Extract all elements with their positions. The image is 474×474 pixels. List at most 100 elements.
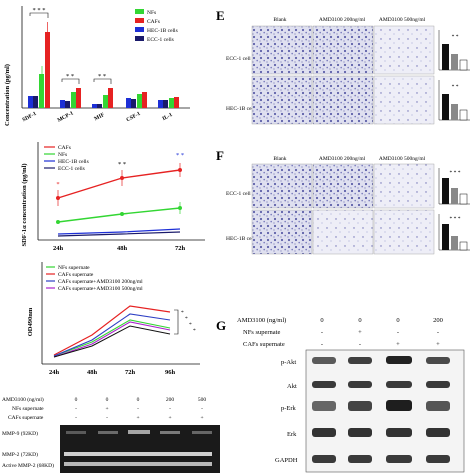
significance-label: * * xyxy=(118,161,126,168)
panel-g-value: 0 xyxy=(396,317,399,324)
micrograph xyxy=(312,25,374,75)
series-line-nfs xyxy=(57,207,181,223)
bar xyxy=(103,95,108,108)
legend-label-ecc: ECC-1 cells xyxy=(147,37,174,43)
category-label: MIF xyxy=(93,112,106,123)
panel-c-ylabel: OD490nm xyxy=(27,307,34,336)
panel-d-value: 200 xyxy=(166,397,175,403)
panel-e: E Blank AMD3100 200ng/ml AMD3100 500ng/m… xyxy=(216,8,470,125)
significance-label: * * xyxy=(452,34,459,40)
blot-band xyxy=(426,455,450,463)
series-line xyxy=(53,325,171,358)
significance-bracket xyxy=(174,309,179,335)
panel-g-value: - xyxy=(437,329,439,336)
band-label: GAPDH xyxy=(275,457,298,464)
bar xyxy=(442,178,449,204)
bar xyxy=(137,94,142,108)
significance-label: * * xyxy=(66,73,74,80)
gel-band xyxy=(160,431,180,434)
panel-g-value: - xyxy=(321,341,323,348)
significance-label: * xyxy=(189,322,192,328)
bar xyxy=(39,74,44,108)
panel-g-value: 200 xyxy=(433,317,443,324)
legend-swatch-nfs xyxy=(135,9,144,14)
legend-label-cafs: CAFs xyxy=(147,19,160,25)
bar xyxy=(442,224,449,250)
series-line-ecc xyxy=(57,231,181,237)
gel-band xyxy=(64,462,212,466)
blot-band xyxy=(426,381,450,388)
significance-label: * * xyxy=(176,152,184,159)
significance-label: * * xyxy=(98,73,106,80)
panel-c: OD490nm NFs supernate CAFs supernate CAF… xyxy=(27,262,200,376)
legend-swatch-hec xyxy=(135,27,144,32)
panel-a-ylabel: Concentration (pg/ml) xyxy=(4,64,11,126)
bar xyxy=(65,101,70,108)
x-tick-label: 24h xyxy=(53,245,64,252)
micrograph xyxy=(373,75,435,125)
panel-d-row-label: NFs supernate xyxy=(12,406,44,412)
legend-label: CAFs supernate+AMD3100 500ng/ml xyxy=(58,286,143,292)
category-label: CSF-1 xyxy=(126,111,142,123)
blot-band xyxy=(348,401,372,411)
gel-band xyxy=(66,431,86,434)
panel-g-value: - xyxy=(321,329,323,336)
blot-band xyxy=(348,428,372,437)
bar xyxy=(142,92,147,108)
panel-g-row-label: AMD3100 (ng/ml) xyxy=(237,317,286,324)
panel-d-value: - xyxy=(137,406,139,412)
bar xyxy=(158,100,163,108)
blot-band xyxy=(426,357,450,364)
x-tick-label: 48h xyxy=(87,369,98,376)
row-label: ECC-1 cell xyxy=(226,56,251,62)
column-label: AMD3100 200ng/ml xyxy=(319,17,366,23)
bar xyxy=(459,193,468,205)
bar xyxy=(451,188,458,204)
series-line-cafs xyxy=(57,169,181,199)
panel-d-value: 0 xyxy=(137,397,140,403)
significance-label: * xyxy=(181,310,184,316)
gel-band xyxy=(64,452,212,456)
significance-label: * * xyxy=(452,84,459,90)
micrograph xyxy=(251,209,313,255)
micrograph xyxy=(312,75,374,125)
panel-d-value: - xyxy=(106,415,108,421)
panel-d-value: + xyxy=(105,406,108,412)
bar xyxy=(60,100,65,108)
panel-f: F Blank AMD3100 200ng/ml AMD3100 500ng/m… xyxy=(216,148,470,255)
panel-letter-f: F xyxy=(216,148,224,163)
panel-b: SDF-1α concentration (pg/ml) CAFs NFs HE… xyxy=(21,142,205,252)
bar xyxy=(174,97,179,108)
significance-label: * xyxy=(56,181,59,188)
data-point xyxy=(56,220,60,224)
panel-d-value: 500 xyxy=(198,397,207,403)
panel-d-value: - xyxy=(75,406,77,412)
panel-g-value: + xyxy=(436,341,440,348)
blot-band xyxy=(312,401,336,411)
significance-label: * * * xyxy=(450,216,461,222)
row-label: ECC-1 cell xyxy=(226,191,251,197)
blot-band xyxy=(348,455,372,463)
panel-d-value: + xyxy=(136,415,139,421)
band-label: Active MMP-2 (68KD) xyxy=(2,462,54,469)
category-label: SDF-1 xyxy=(22,111,38,123)
blot-band xyxy=(386,381,412,388)
blot-band xyxy=(386,356,412,364)
significance-label: * * * xyxy=(450,170,461,176)
significance-label: * xyxy=(193,328,196,334)
bar xyxy=(92,104,97,108)
panel-d-value: + xyxy=(200,415,203,421)
legend-label-nfs: NFs xyxy=(58,152,67,158)
x-tick-label: 96h xyxy=(165,369,176,376)
bar xyxy=(451,54,458,70)
blot-band xyxy=(348,381,372,388)
blot-band xyxy=(426,401,450,411)
micrograph xyxy=(312,163,374,209)
category-label: IL-1 xyxy=(162,112,174,122)
series-line-hec xyxy=(57,228,181,235)
legend-label-hec: HEC-1B cells xyxy=(147,28,178,34)
panel-d-value: - xyxy=(169,406,171,412)
column-label: Blank xyxy=(273,17,286,23)
panel-d-row-label: AMD3100 (ng/ml) xyxy=(2,396,44,403)
